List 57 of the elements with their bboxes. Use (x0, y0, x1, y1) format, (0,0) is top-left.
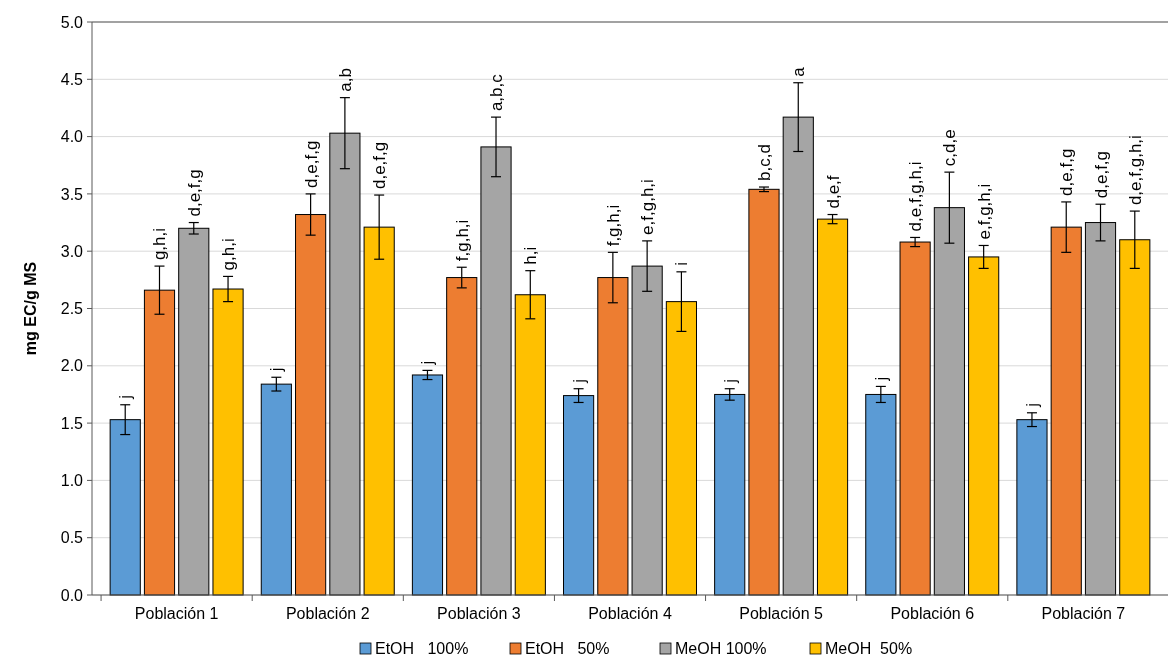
data-label: d,e,f (823, 175, 843, 209)
y-tick-label: 1.5 (60, 414, 84, 432)
x-tick-label: Población 7 (1041, 605, 1126, 622)
legend-label: EtOH 50% (525, 640, 610, 657)
y-axis-title: mg EC/g MS (22, 261, 39, 356)
data-label: j (116, 394, 136, 400)
y-tick-label: 0.5 (60, 529, 84, 547)
y-tick-label: 0.0 (60, 586, 84, 604)
data-label: j (418, 360, 438, 366)
x-tick-label: Población 2 (285, 605, 370, 622)
data-label: g,h,i (150, 227, 170, 261)
data-label: e,f,g,h,i (974, 183, 994, 240)
bar (816, 218, 849, 596)
data-label: g,h,i (219, 238, 239, 271)
y-tick-label: 1.0 (60, 472, 84, 489)
legend-label: MeOH 50% (825, 640, 913, 657)
data-label: j (720, 378, 740, 384)
y-tick-label: 4.5 (60, 70, 84, 88)
data-label: d,e,f,g (370, 141, 390, 190)
x-tick-label: Población 6 (890, 605, 975, 622)
data-label: f,g,h,i (452, 219, 472, 262)
data-label: d,e,f,g (301, 140, 321, 188)
data-label: a,b (335, 68, 355, 92)
data-label: d,e,f,g,h,i (1125, 135, 1145, 206)
x-tick-label: Población 1 (134, 605, 219, 622)
y-tick-label: 5.0 (60, 13, 84, 31)
data-label: f,g,h,i (603, 204, 623, 247)
y-tick-label: 2.5 (60, 300, 84, 318)
bar (411, 374, 444, 596)
data-label: i (672, 262, 692, 266)
legend-label: EtOH 100% (375, 640, 469, 657)
data-label: d,e,f,g (184, 169, 204, 217)
legend-label: MeOH 100% (675, 640, 767, 657)
bar (748, 188, 780, 596)
bar (178, 227, 210, 596)
data-label: h,i (521, 246, 541, 265)
data-label: e,f,g,h,i (638, 179, 658, 235)
data-label: c,d,e (940, 129, 960, 167)
data-label: j (1022, 403, 1042, 408)
data-label: a,b,c (487, 73, 507, 112)
x-tick-label: Población 4 (588, 605, 672, 622)
data-label: j (267, 367, 287, 373)
y-tick-label: 4.0 (60, 128, 84, 146)
x-tick-label: Población 5 (739, 605, 824, 622)
bar (899, 241, 931, 596)
data-label: j (569, 378, 589, 384)
y-tick-label: 2.0 (60, 357, 84, 375)
data-label: d,e,f,g (1057, 148, 1077, 196)
y-tick-label: 3.0 (60, 242, 84, 260)
data-label: b,c,d (754, 144, 774, 182)
data-label: a (789, 66, 809, 77)
data-label: d,e,f,g,h,i (906, 161, 926, 232)
y-tick-label: 3.5 (60, 185, 84, 203)
data-label: d,e,f,g (1091, 150, 1111, 199)
data-label: j (871, 376, 891, 382)
bar (714, 393, 746, 596)
x-tick-label: Población 3 (437, 605, 521, 622)
